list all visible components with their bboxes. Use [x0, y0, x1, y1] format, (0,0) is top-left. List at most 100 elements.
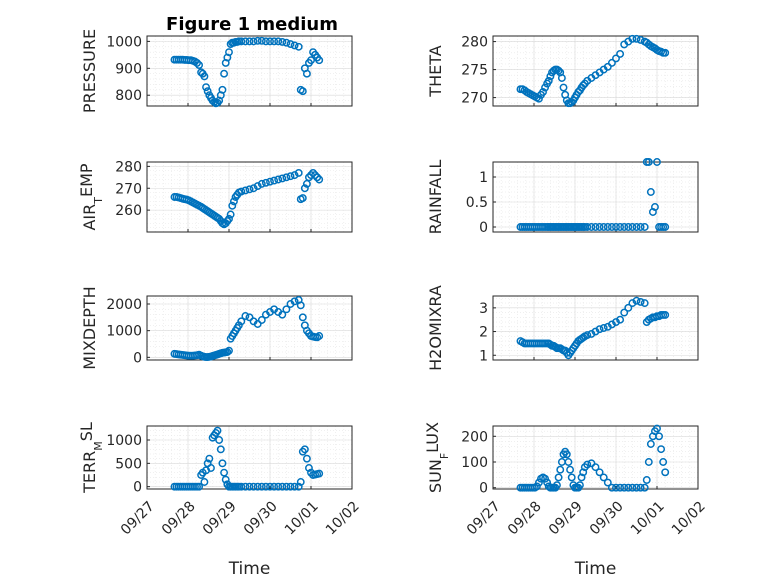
y-tick-label: 0 [479, 481, 488, 497]
data-point [624, 303, 633, 312]
y-tick-label: 1000 [106, 324, 142, 340]
data-point [220, 69, 229, 78]
data-point [636, 35, 645, 44]
plot-area [493, 426, 698, 489]
plot-area [147, 36, 352, 106]
data-point [640, 223, 649, 231]
data-point [274, 175, 283, 184]
x-tick-label: 09/29 [200, 498, 240, 538]
data-point [237, 37, 246, 46]
data-point [607, 223, 616, 231]
y-tick-label: 100 [461, 455, 488, 471]
data-point [237, 482, 246, 491]
x-tick-label: 09/30 [241, 498, 281, 538]
data-point [640, 483, 649, 492]
data-point [651, 203, 659, 211]
x-axis-label: Time [574, 559, 617, 579]
data-point [215, 436, 224, 444]
data-point [313, 173, 322, 182]
data-point [207, 464, 215, 472]
data-point [200, 478, 209, 486]
axes-frame [146, 425, 353, 490]
data-point [603, 478, 612, 487]
x-tick-label: 09/30 [587, 498, 627, 538]
data-point [282, 305, 291, 314]
y-tick-label: 800 [115, 88, 142, 104]
x-tick-label: 09/29 [546, 498, 586, 538]
data-point [298, 194, 307, 203]
data-point [661, 311, 670, 319]
x-tick-label: 10/02 [323, 498, 363, 538]
data-point [253, 482, 262, 491]
axes-frame [146, 35, 353, 107]
data-point [195, 61, 204, 70]
data-point [315, 175, 324, 184]
y-axis-label: THETA [426, 45, 445, 97]
data-point [653, 158, 661, 166]
data-point [241, 37, 250, 46]
axes-air_temp: 260 270 280 AIRTEMP [77, 159, 353, 233]
data-point [202, 83, 210, 92]
x-tick-label: 09/28 [505, 498, 545, 538]
data-point [628, 34, 637, 43]
data-point [646, 188, 655, 196]
y-tick-label: 0.5 [466, 195, 488, 211]
y-axis-label: H2OMIXRA [426, 285, 445, 371]
data-point [311, 171, 320, 180]
axes-rainfall: 0 0.5 1 RAINFALL [426, 158, 699, 236]
data-point [302, 69, 311, 78]
x-tick-label: 09/27 [464, 498, 504, 538]
data-point [223, 348, 232, 356]
data-point [562, 450, 571, 459]
axes-terr_msl: 0 500 1000 09/27 09/28 09/29 09/30 10/01 10/02 Ti… [77, 422, 363, 579]
data-point [556, 465, 565, 474]
data-point [241, 482, 250, 491]
data-point [612, 54, 620, 63]
data-point [274, 37, 283, 46]
data-point [298, 313, 307, 322]
plot-area [493, 36, 698, 106]
axes-pressure: 800 900 1000 PRESSURE [80, 29, 353, 113]
data-point [226, 210, 235, 219]
data-point [636, 297, 645, 306]
data-point [655, 432, 663, 441]
data-point [661, 48, 670, 57]
x-tick-label: 10/02 [669, 498, 709, 538]
data-point [282, 38, 291, 47]
y-tick-label: 0 [133, 480, 142, 496]
axes-frame [492, 295, 699, 361]
data-point [546, 72, 555, 81]
data-point [577, 473, 586, 482]
data-point [553, 481, 561, 490]
data-point [591, 223, 600, 231]
figure-title: Figure 1 medium [166, 14, 338, 35]
data-point [205, 454, 214, 463]
data-point [646, 440, 655, 448]
y-tick-label: 275 [461, 63, 488, 79]
data-point [218, 459, 227, 468]
y-tick-label: 3 [479, 301, 488, 317]
axes-h2omixra: 1 2 3 H2OMIXRA [426, 285, 699, 371]
data-point [229, 197, 238, 206]
data-point [595, 223, 604, 231]
data-point [218, 85, 227, 94]
data-point [237, 317, 246, 326]
data-point [612, 223, 620, 231]
data-point [661, 223, 670, 231]
data-point [628, 223, 637, 231]
y-axis-label: TERRMSL [77, 422, 105, 494]
data-point [253, 36, 262, 45]
data-point [241, 186, 250, 195]
data-point [195, 482, 204, 491]
data-point [557, 74, 566, 82]
data-point [290, 171, 299, 180]
data-point [307, 56, 315, 65]
data-point [270, 37, 279, 46]
data-point [253, 320, 262, 328]
data-point [266, 177, 274, 186]
y-tick-label: 0 [479, 220, 488, 236]
data-point [583, 223, 592, 231]
data-point [300, 445, 309, 454]
data-point [298, 87, 307, 96]
